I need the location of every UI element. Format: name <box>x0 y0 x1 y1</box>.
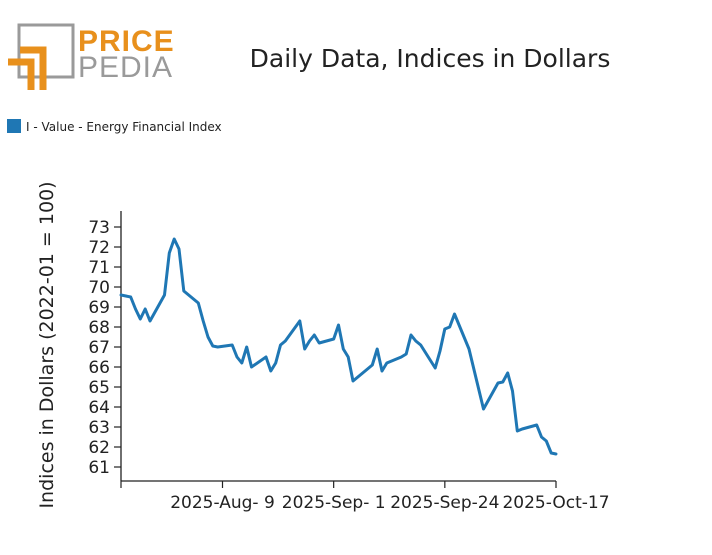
legend-swatch <box>7 119 21 133</box>
legend: I - Value - Energy Financial Index <box>7 119 222 134</box>
logo-mark <box>8 23 75 90</box>
y-tick-label: 68 <box>88 318 110 338</box>
y-tick-label: 64 <box>88 398 110 418</box>
y-axis-title: Indices in Dollars (2022-01 = 100) <box>36 181 58 508</box>
y-tick-label: 69 <box>88 298 110 318</box>
y-tick-label: 73 <box>88 218 110 238</box>
series-line-energy-financial-index <box>119 237 558 456</box>
logo-word-bottom: PEDIA <box>78 51 173 84</box>
y-tick-label: 66 <box>88 358 110 378</box>
y-tick-label: 70 <box>88 278 110 298</box>
y-tick-label: 65 <box>88 378 110 398</box>
plot-area <box>119 237 558 456</box>
x-tick-label: 2025-Sep- 1 <box>282 493 386 513</box>
y-tick-label: 63 <box>88 418 110 438</box>
y-tick-label: 61 <box>88 458 110 478</box>
x-tick-label: 2025-Aug- 9 <box>170 493 275 513</box>
x-tick-label: 2025-Oct-17 <box>502 493 609 513</box>
y-tick-label: 67 <box>88 338 110 358</box>
logo-word-top: PRICE <box>78 25 175 58</box>
x-axis: 2025-Aug- 9 2025-Sep- 1 2025-Sep-24 2025-Oc… <box>120 480 610 513</box>
chart-title: Daily Data, Indices in Dollars <box>250 44 611 73</box>
legend-label: I - Value - Energy Financial Index <box>26 120 222 134</box>
x-tick-label: 2025-Sep-24 <box>390 493 499 513</box>
y-tick-label: 71 <box>88 258 110 278</box>
y-tick-label: 62 <box>88 438 110 458</box>
pricepedia-logo: PRICE PEDIA <box>8 23 175 90</box>
y-tick-label: 72 <box>88 238 110 258</box>
